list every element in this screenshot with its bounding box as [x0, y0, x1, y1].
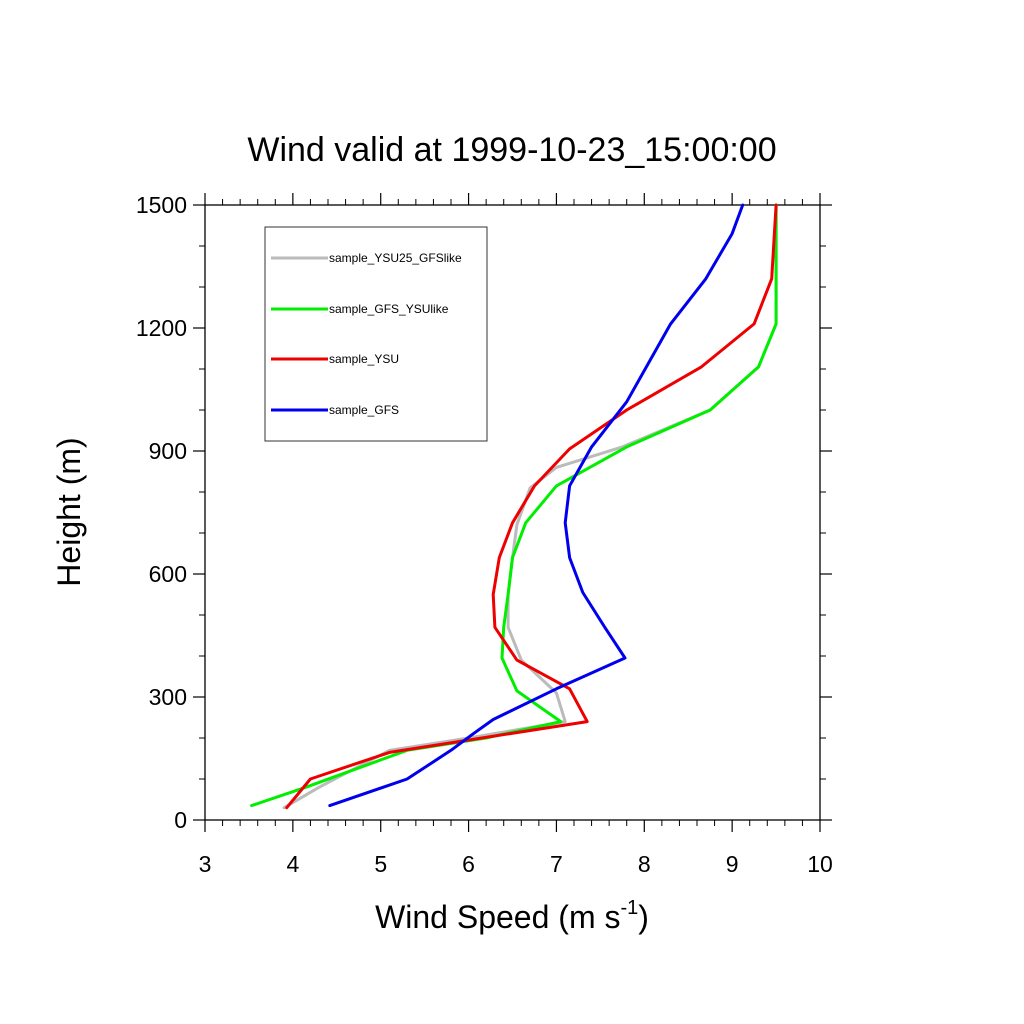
legend: sample_YSU25_GFSlike sample_GFS_YSUlikesa…: [264, 226, 488, 442]
y-tick-label: 900: [149, 438, 187, 464]
y-axis-title: Height (m): [51, 437, 87, 586]
x-tick-label: 9: [726, 851, 739, 877]
legend-label: sample_YSU: [329, 352, 399, 366]
x-axis-title-superscript: -1: [620, 897, 638, 919]
x-tick-label: 4: [286, 851, 299, 877]
x-tick-label: 10: [807, 851, 833, 877]
legend-entries: sample_YSU25_GFSlike sample_GFS_YSUlikesa…: [271, 251, 462, 417]
legend-label: sample_GFS_YSUlike: [329, 302, 449, 316]
x-tick-label: 8: [638, 851, 651, 877]
chart-title: Wind valid at 1999-10-23_15:00:00: [247, 131, 776, 169]
y-tick-label: 1500: [136, 192, 187, 218]
x-axis-title: Wind Speed (m s-1): [375, 897, 649, 935]
x-tick-label: 7: [550, 851, 563, 877]
plot-area: 3 4 5 6 7 8 9 10 0 300 600 900 1200 1500: [136, 192, 833, 877]
x-axis-title-main: Wind Speed (m s: [375, 899, 620, 935]
series-layer: [250, 203, 778, 810]
y-tick-label: 1200: [136, 315, 187, 341]
series-line-sample_YSU: [285, 203, 778, 810]
plot-frame: [204, 204, 821, 821]
y-tick-label: 600: [149, 561, 187, 587]
y-tick-label: 0: [174, 807, 187, 833]
legend-label: sample_YSU25_GFSlike: [329, 251, 462, 265]
y-tick-label: 300: [149, 684, 187, 710]
x-tick-label: 3: [199, 851, 212, 877]
x-tick-label: 5: [374, 851, 387, 877]
series-line-sample_GFS: [328, 203, 745, 808]
legend-box: [264, 226, 488, 442]
x-axis-title-end: ): [638, 899, 649, 935]
legend-label: sample_GFS: [329, 403, 399, 417]
x-tick-label: 6: [462, 851, 475, 877]
tick-layer: 3 4 5 6 7 8 9 10 0 300 600 900 1200 1500: [136, 192, 833, 877]
